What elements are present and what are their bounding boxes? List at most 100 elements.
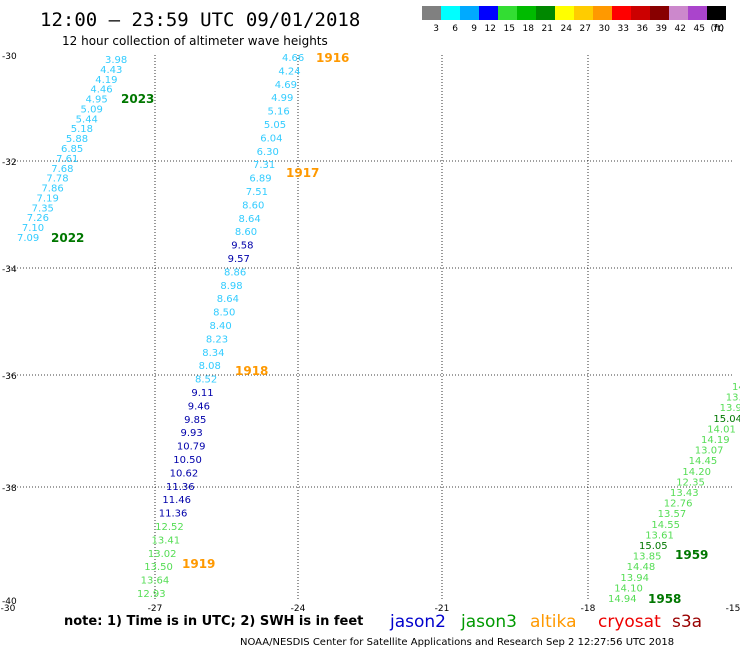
x-tick-label: -24 <box>291 604 306 614</box>
legend-swatch <box>479 6 498 20</box>
swh-observation: 14.48 <box>627 562 656 573</box>
swh-observation: 10.79 <box>177 442 206 453</box>
swh-observation: 8.60 <box>242 200 264 211</box>
swh-observation: 8.86 <box>224 267 246 278</box>
pass-label: 2023 <box>121 92 154 106</box>
swh-observation: 12.76 <box>664 499 693 510</box>
swh-observation: 10.50 <box>173 455 202 466</box>
satellite-name: altika <box>530 612 577 632</box>
swh-observation: 6.89 <box>249 174 271 185</box>
legend-label: 6 <box>452 24 458 34</box>
altimeter-tracks: 3.984.434.194.464.955.095.445.185.886.85… <box>17 51 740 606</box>
swh-observation: 8.64 <box>217 294 239 305</box>
y-tick-label: -30 <box>2 52 17 62</box>
swh-observation: 4.99 <box>271 93 293 104</box>
pass-label: 2022 <box>51 231 84 245</box>
swh-observation: 7.86 <box>41 184 63 195</box>
swh-observation: 9.57 <box>228 254 250 265</box>
swh-observation: 10.62 <box>170 468 199 479</box>
legend-swatch <box>669 6 688 20</box>
y-tick-label: -32 <box>2 158 17 168</box>
swh-observation: 14.94 <box>608 594 637 605</box>
axis-ticks: -30 -27 -24 -21 -18 -15 -30 -32 -34 -36 -38 -40 <box>1 52 740 614</box>
swh-observation: 14.55 <box>651 520 680 531</box>
legend-label: 24 <box>561 24 573 34</box>
legend-label: 12 <box>485 24 496 34</box>
credit-text: NOAA/NESDIS Center for Satellite Applica… <box>240 637 674 648</box>
legend-swatch <box>536 6 555 20</box>
swh-observation: 4.95 <box>85 95 107 106</box>
swh-observation: 7.26 <box>27 213 49 224</box>
swh-observation: 13.61 <box>645 530 674 541</box>
x-tick-label: -21 <box>435 604 450 614</box>
swh-observation: 4.24 <box>278 66 300 77</box>
satellite-legend: jason2 jason3 altika cryosat s3a <box>389 612 702 632</box>
swh-observation: 7.78 <box>46 174 68 185</box>
legend-swatch <box>631 6 650 20</box>
swh-observation: 5.18 <box>71 124 93 135</box>
swh-observation: 7.51 <box>246 187 268 198</box>
legend-swatch <box>422 6 441 20</box>
y-tick-label: -38 <box>2 484 17 494</box>
legend-label: 45 <box>694 24 705 34</box>
satellite-name: s3a <box>672 612 702 632</box>
swh-observation: 13.07 <box>695 446 724 457</box>
swh-observation: 14.45 <box>689 456 718 467</box>
swh-observation: 5.88 <box>66 134 88 145</box>
swh-observation: 4.66 <box>282 53 304 64</box>
swh-observation: 9.93 <box>181 428 203 439</box>
legend-swatch <box>593 6 612 20</box>
legend-label: 15 <box>504 24 515 34</box>
legend-swatch <box>517 6 536 20</box>
swh-observation: 8.64 <box>239 214 261 225</box>
swh-observation: 4.43 <box>100 65 122 76</box>
x-tick-label: -15 <box>726 604 740 614</box>
swh-observation: 8.52 <box>195 375 217 386</box>
map-subtitle: 12 hour collection of altimeter wave hei… <box>62 34 328 48</box>
legend-swatch <box>460 6 479 20</box>
swh-observation: 9.46 <box>188 401 210 412</box>
pass-label: 1917 <box>286 166 319 180</box>
color-legend: 3 6 9 12 15 18 21 24 27 30 33 36 39 42 45 70(ft) <box>422 6 726 34</box>
swh-observation: 7.09 <box>17 233 39 244</box>
swh-observation: 5.09 <box>81 104 103 115</box>
swh-observation: 6.30 <box>257 147 279 158</box>
pass-label: 1919 <box>182 557 215 571</box>
swh-observation: 8.60 <box>235 227 257 238</box>
x-tick-label: -30 <box>1 604 16 614</box>
swh-observation: 9.11 <box>191 388 213 399</box>
swh-observation: 6.85 <box>61 144 83 155</box>
swh-observation: 7.68 <box>51 164 73 175</box>
swh-observation: 8.34 <box>202 348 224 359</box>
swh-observation: 14 <box>732 382 740 393</box>
legend-label: 3 <box>433 24 439 34</box>
swh-observation: 7.10 <box>22 223 44 234</box>
x-tick-label: -18 <box>581 604 596 614</box>
satellite-name: jason2 <box>389 612 446 632</box>
swh-observation: 14.10 <box>614 583 643 594</box>
pass-label: 1958 <box>648 592 681 606</box>
swh-observation: 7.31 <box>253 160 275 171</box>
swh-observation: 12.35 <box>676 477 705 488</box>
legend-label: 39 <box>656 24 668 34</box>
swh-observation: 8.50 <box>213 308 235 319</box>
swh-observation: 4.69 <box>275 80 297 91</box>
swh-observation: 15.04 <box>713 414 740 425</box>
swh-observation: 13.02 <box>148 549 177 560</box>
swh-observation: 5.05 <box>264 120 286 131</box>
swh-observation: 14.19 <box>701 435 730 446</box>
legend-label: 33 <box>618 24 629 34</box>
legend-label: 18 <box>523 24 535 34</box>
swh-observation: 11.36 <box>159 509 188 520</box>
legend-label: 70 <box>713 24 725 34</box>
swh-observation: 9.58 <box>231 241 253 252</box>
legend-label: 42 <box>675 24 686 34</box>
legend-swatch <box>688 6 707 20</box>
swh-observation: 7.19 <box>37 193 59 204</box>
swh-observation: 13.64 <box>141 576 170 587</box>
map-title: 12:00 — 23:59 UTC 09/01/2018 <box>40 9 360 31</box>
legend-label: 30 <box>599 24 611 34</box>
legend-swatch <box>555 6 574 20</box>
legend-label: 9 <box>471 24 477 34</box>
